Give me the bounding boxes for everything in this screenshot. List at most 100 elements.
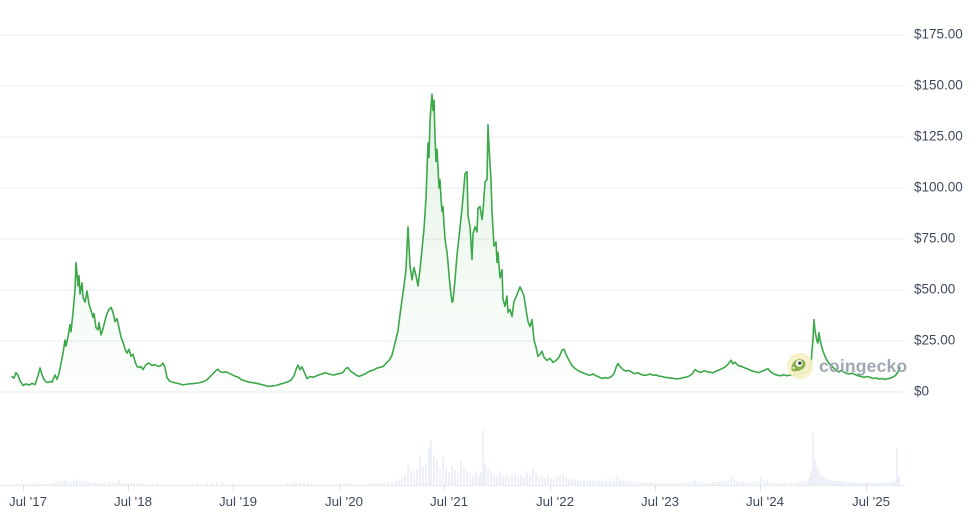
volume-bar <box>124 483 126 485</box>
volume-bar <box>574 480 576 485</box>
volume-bar <box>868 483 870 485</box>
volume-bar <box>577 480 579 485</box>
x-axis-label-2024: Jul '24 <box>745 494 785 509</box>
volume-bar <box>679 483 681 485</box>
volume-bar <box>634 482 636 485</box>
volume-bar <box>884 482 886 485</box>
volume-bar <box>401 477 403 485</box>
volume-bar <box>319 483 321 485</box>
volume-bar <box>562 474 564 485</box>
volume-bar <box>445 467 447 485</box>
volume-bar <box>595 481 597 485</box>
volume-bar <box>892 482 894 485</box>
volume-bar <box>523 477 525 485</box>
volume-bar <box>514 473 516 485</box>
volume-bar <box>824 477 826 485</box>
volume-bar <box>874 483 876 485</box>
volume-bar <box>139 483 141 485</box>
volume-bar <box>688 482 690 485</box>
volume-bar <box>460 461 462 485</box>
volume-bar <box>676 483 678 485</box>
volume-bar <box>766 480 768 485</box>
volume-bar <box>784 482 786 485</box>
volume-bar <box>457 473 459 485</box>
volume-bar <box>856 483 858 485</box>
volume-bar <box>655 482 657 485</box>
volume-bar <box>840 481 842 485</box>
y-axis-label-100: $100.00 <box>914 179 963 195</box>
volume-bar <box>355 484 357 485</box>
volume-bar <box>379 483 381 485</box>
volume-bar <box>858 483 860 485</box>
volume-bar <box>261 484 263 485</box>
volume-bar <box>832 481 834 485</box>
volume-bar <box>246 484 248 485</box>
volume-bar <box>387 482 389 485</box>
volume-bar <box>226 484 228 485</box>
y-axis-label-125: $125.00 <box>914 128 963 144</box>
volume-bar <box>307 482 309 485</box>
volume-bar <box>82 482 84 485</box>
volume-bar <box>745 482 747 485</box>
volume-bar <box>583 480 585 485</box>
volume-bar <box>133 483 135 485</box>
y-axis-label-50: $50.00 <box>914 281 956 297</box>
volume-bar <box>834 481 836 485</box>
volume-bar <box>721 481 723 485</box>
volume-bar <box>156 483 158 485</box>
volume-bar <box>685 482 687 485</box>
x-axis-label-2020: Jul '20 <box>324 494 364 509</box>
volume-bar <box>775 483 777 485</box>
volume-bar <box>862 483 864 485</box>
volume-bar <box>805 481 807 485</box>
volume-bar <box>673 483 675 485</box>
volume-bar <box>391 482 393 485</box>
volume-bar <box>186 484 188 485</box>
volume-bar <box>808 478 810 485</box>
volume-bar <box>161 484 163 485</box>
volume-bar <box>121 482 123 485</box>
volume-bar <box>850 482 852 485</box>
volume-bar <box>216 482 218 485</box>
volume-bar <box>482 430 484 485</box>
volume-bar <box>836 481 838 485</box>
volume-bar <box>541 476 543 485</box>
volume-bar <box>818 471 820 485</box>
volume-bar <box>778 483 780 485</box>
volume-bar <box>196 483 198 485</box>
volume-bar <box>40 484 42 485</box>
volume-bar <box>251 484 253 485</box>
volume-bar <box>712 482 714 485</box>
volume-bar <box>76 479 78 485</box>
volume-bar <box>742 482 744 485</box>
volume-bar <box>176 484 178 485</box>
volume-bar <box>754 482 756 485</box>
volume-bar <box>454 470 456 485</box>
volume-bar <box>295 482 297 485</box>
volume-bar <box>469 473 471 485</box>
volume-bar <box>898 475 900 485</box>
volume-bar <box>181 484 183 485</box>
volume-bar <box>842 482 844 485</box>
volume-bar <box>407 465 409 485</box>
volume-bar <box>22 484 24 485</box>
volume-bar <box>472 475 474 485</box>
volume-bar <box>846 482 848 485</box>
volume-bar <box>565 477 567 485</box>
volume-bar <box>730 477 732 485</box>
volume-bar <box>631 481 633 485</box>
volume-bar <box>146 484 148 485</box>
volume-bar <box>694 480 696 485</box>
volume-bar <box>499 471 501 485</box>
volume-bar <box>61 481 63 485</box>
volume-bar <box>520 475 522 485</box>
volume-bar <box>810 470 812 485</box>
volume-bar <box>112 482 114 485</box>
volume-bar <box>115 483 117 485</box>
volume-bar <box>604 481 606 485</box>
volume-bar <box>127 483 129 485</box>
volume-bar <box>335 484 337 485</box>
volume-bar <box>547 476 549 485</box>
